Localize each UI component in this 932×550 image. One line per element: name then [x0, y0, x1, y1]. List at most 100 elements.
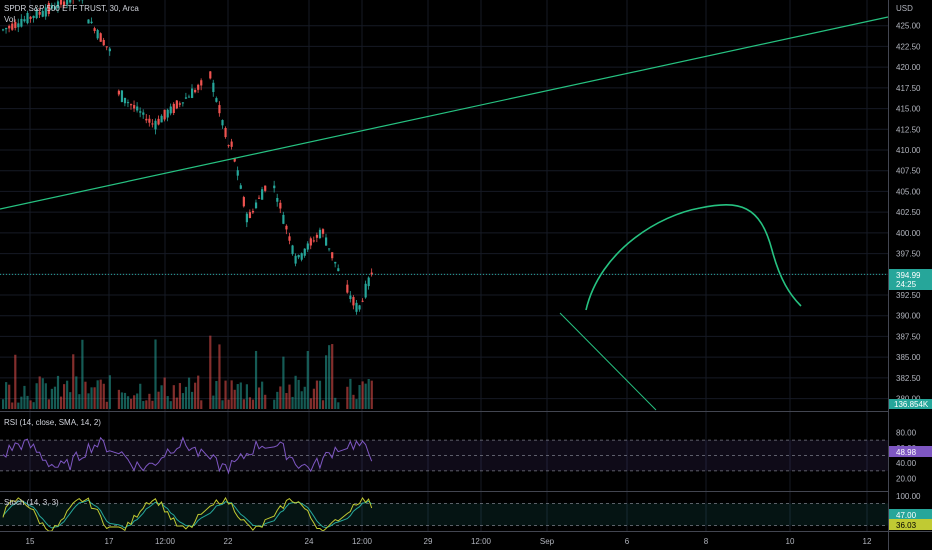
- volume-bar: [145, 400, 148, 409]
- rsi-pane[interactable]: [0, 436, 888, 475]
- price-axis[interactable]: USD 425.00 422.50 420.00 417.50 415.00 412.50…: [889, 0, 932, 531]
- rsi-value-tag: [889, 446, 932, 457]
- candle-body: [325, 237, 328, 246]
- candle-body: [117, 90, 120, 95]
- candle-body: [248, 212, 252, 219]
- candle-body: [160, 115, 163, 123]
- volume-bar: [321, 400, 325, 409]
- candle-body: [130, 104, 133, 106]
- volume-bar: [184, 386, 188, 409]
- candle-body: [133, 105, 136, 109]
- candle-body: [200, 80, 203, 86]
- price-tick: 382.50: [896, 374, 921, 383]
- volume-bar: [105, 401, 108, 409]
- price-tick: 402.50: [896, 208, 921, 217]
- candle-body: [53, 6, 57, 10]
- candle-body: [69, 0, 72, 3]
- volume-bar: [364, 383, 367, 409]
- volume-bar: [84, 381, 87, 409]
- volume-bar: [261, 381, 264, 409]
- volume-bar: [142, 401, 145, 409]
- candle-body: [242, 197, 245, 207]
- candle-body: [300, 253, 303, 260]
- volume-bar: [53, 386, 57, 409]
- volume-bar: [126, 396, 130, 409]
- price-tick: 415.00: [896, 105, 921, 114]
- volume-bar: [361, 381, 364, 409]
- volume-legend[interactable]: Vol: [4, 15, 15, 24]
- volume-bar: [154, 339, 157, 409]
- candle-body: [291, 245, 294, 255]
- volume-bar: [325, 355, 328, 409]
- candle-body: [90, 21, 93, 24]
- volume-bar: [328, 345, 331, 409]
- stoch-d-value: 36.03: [896, 521, 917, 530]
- candle-body: [120, 90, 124, 102]
- time-label: 22: [224, 537, 233, 546]
- rsi-legend[interactable]: RSI (14, close, SMA, 14, 2): [4, 418, 101, 427]
- volume-bar: [248, 397, 252, 409]
- volume-bar: [108, 375, 111, 409]
- candle-body: [279, 202, 282, 209]
- volume-bar: [181, 393, 185, 409]
- candle-body: [352, 297, 355, 306]
- volume-bar: [5, 382, 8, 409]
- volume-tag: [889, 399, 932, 409]
- stoch-tick: 100.00: [896, 492, 921, 501]
- candlesticks: [2, 0, 373, 315]
- volume-bar: [35, 383, 38, 409]
- volume-bar: [355, 399, 358, 409]
- time-axis[interactable]: 15 17 12:00 22 24 12:00 29 12:00 Sep 6 8 10 12: [26, 537, 872, 546]
- candle-body: [136, 106, 139, 111]
- stoch-pane[interactable]: [0, 496, 888, 532]
- symbol-title[interactable]: SPDR S&P 500 ETF TRUST, 30, Arca: [4, 4, 139, 13]
- volume-bar: [17, 402, 20, 409]
- time-label: 15: [26, 537, 35, 546]
- volume-bar: [352, 394, 355, 409]
- candle-body: [197, 84, 200, 90]
- price-tick: 420.00: [896, 63, 921, 72]
- time-label: 17: [105, 537, 114, 546]
- price-tick: 390.00: [896, 312, 921, 321]
- candle-body: [358, 305, 361, 310]
- user-drawings[interactable]: [0, 16, 889, 411]
- candle-body: [264, 185, 267, 191]
- price-tick: 422.50: [896, 42, 921, 51]
- volume-bar: [139, 383, 142, 409]
- last-price-tag: [889, 269, 932, 290]
- stoch-band: [0, 503, 888, 526]
- volume-bar: [337, 402, 340, 409]
- volume-bar: [50, 388, 53, 409]
- stoch-d-line: [2, 499, 373, 529]
- volume-bar: [251, 399, 255, 409]
- volume-bars: [2, 335, 373, 409]
- volume-bar: [44, 383, 47, 409]
- volume-bar: [279, 386, 282, 409]
- volume-bar: [133, 395, 136, 409]
- volume-bar: [288, 384, 291, 409]
- candle-body: [66, 0, 69, 5]
- volume-bar: [136, 393, 139, 409]
- volume-bar: [56, 375, 60, 409]
- last-price: 394.99: [896, 271, 921, 280]
- candle-body: [126, 102, 130, 104]
- legends: SPDR S&P 500 ETF TRUST, 30, Arca Vol RSI…: [4, 4, 139, 507]
- candle-body: [184, 97, 188, 99]
- volume-bar: [130, 398, 133, 409]
- volume-bar: [117, 389, 120, 409]
- volume-bar: [242, 399, 245, 409]
- candle-body: [230, 141, 233, 147]
- currency-label: USD: [896, 4, 913, 13]
- bar-countdown: 24:25: [896, 280, 917, 289]
- stoch-legend[interactable]: Stoch (14, 3, 3): [4, 498, 59, 507]
- candle-body: [254, 202, 258, 209]
- rsi-tick: 20.00: [896, 475, 917, 484]
- candle-body: [315, 234, 319, 238]
- volume-bar: [120, 392, 124, 409]
- candle-body: [11, 23, 14, 30]
- candle-body: [209, 71, 212, 79]
- volume-bar: [370, 380, 373, 409]
- trendline-down: [559, 312, 657, 411]
